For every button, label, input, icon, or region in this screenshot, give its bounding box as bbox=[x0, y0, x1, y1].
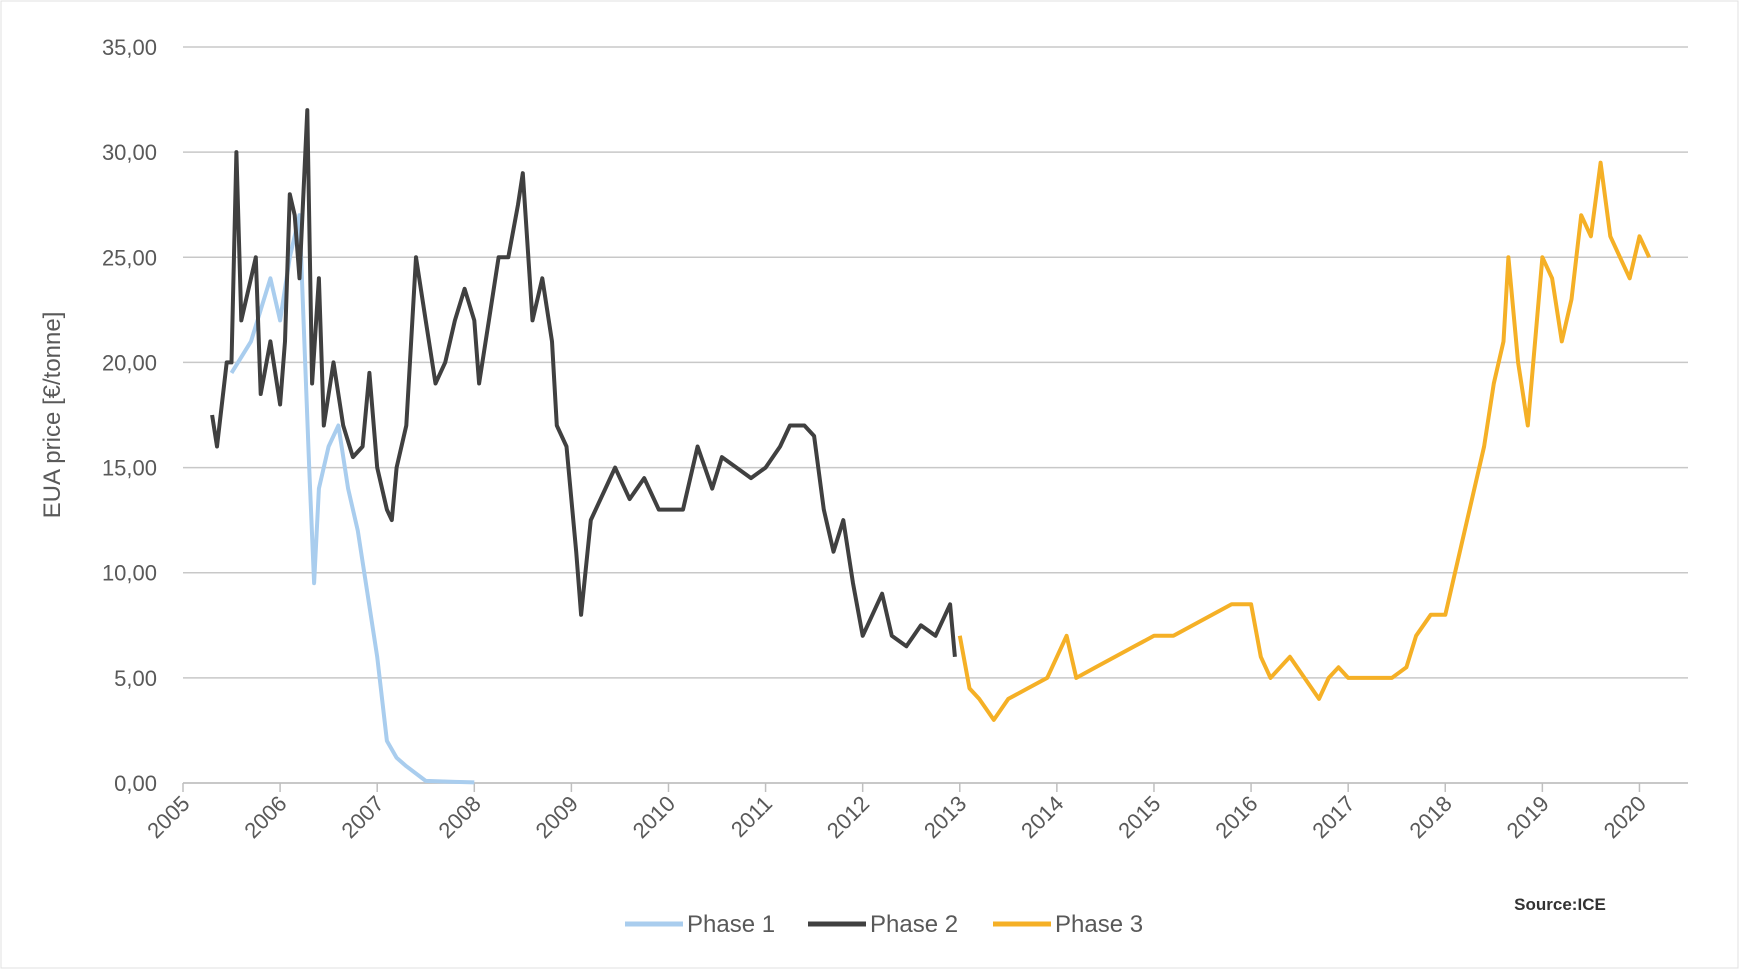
series-line bbox=[957, 160, 1652, 722]
y-tick-label: 5,00 bbox=[114, 666, 157, 691]
y-tick-label: 10,00 bbox=[102, 561, 157, 586]
series-line bbox=[210, 108, 957, 657]
y-axis-label: EUA price [€/tonne] bbox=[39, 312, 66, 519]
legend-label: Phase 2 bbox=[870, 911, 958, 938]
series-line bbox=[229, 213, 475, 785]
legend-label: Phase 3 bbox=[1055, 911, 1143, 938]
source-note: Source:ICE bbox=[1514, 895, 1606, 914]
y-tick-label: 0,00 bbox=[114, 771, 157, 796]
y-tick-label: 15,00 bbox=[102, 456, 157, 481]
y-tick-label: 35,00 bbox=[102, 35, 157, 60]
y-tick-label: 30,00 bbox=[102, 140, 157, 165]
y-tick-label: 25,00 bbox=[102, 245, 157, 270]
y-tick-label: 20,00 bbox=[102, 350, 157, 375]
legend-label: Phase 1 bbox=[687, 911, 775, 938]
